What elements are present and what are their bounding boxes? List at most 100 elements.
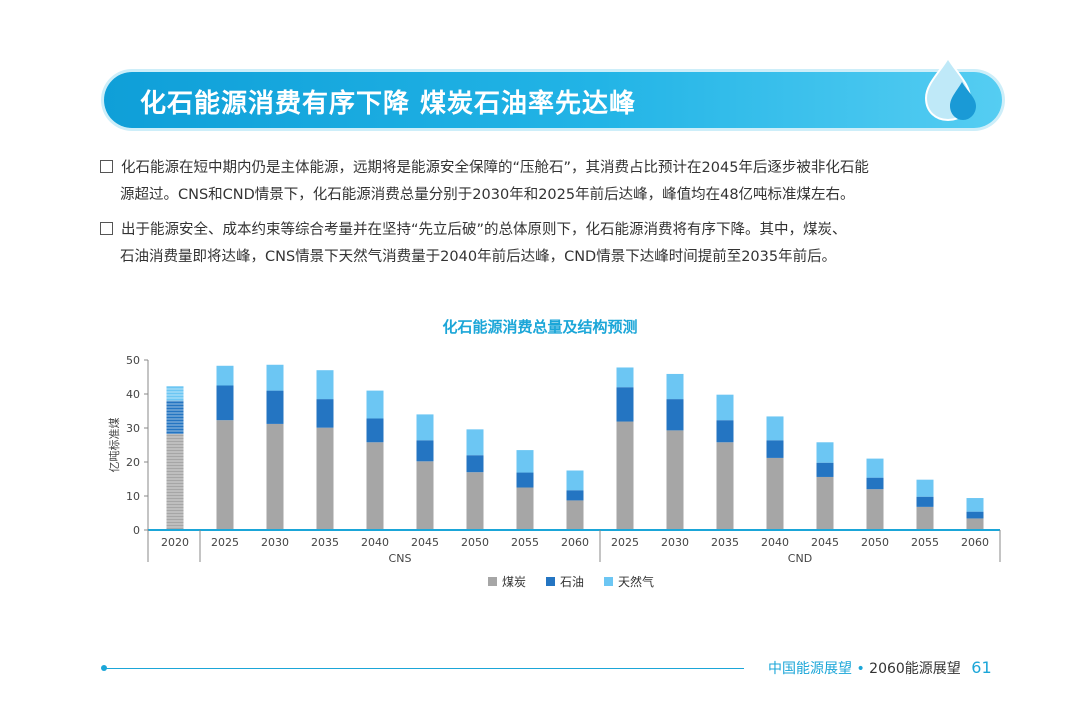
x-tick-label: 2050 [861, 536, 889, 549]
bar-segment-石油 [816, 462, 834, 477]
bar-segment-天然气 [716, 394, 734, 421]
bar-segment-煤炭 [916, 506, 934, 530]
y-tick-label: 10 [126, 490, 140, 503]
bar-segment-天然气 [316, 370, 334, 400]
bar-segment-煤炭 [216, 420, 234, 530]
x-tick-label: 2030 [261, 536, 289, 549]
bar-segment-煤炭 [516, 487, 534, 530]
legend-label-煤炭: 煤炭 [502, 575, 526, 589]
bar-segment-石油 [416, 440, 434, 462]
bar-segment-石油 [316, 399, 334, 428]
bar-segment-煤炭 [416, 461, 434, 530]
footer-rule [104, 668, 744, 669]
bar-segment-石油 [866, 477, 884, 490]
footer-separator: • [856, 661, 865, 677]
y-tick-label: 30 [126, 422, 140, 435]
y-tick-label: 0 [133, 524, 140, 537]
bar-segment-煤炭 [866, 489, 884, 530]
x-tick-label: 2025 [211, 536, 239, 549]
paragraph-2: 出于能源安全、成本约束等综合考量并在坚持“先立后破”的总体原则下，化石能源消费将… [100, 217, 1020, 271]
bar-segment-石油 [616, 387, 634, 422]
legend-swatch-煤炭 [488, 577, 497, 586]
x-tick-label: 2020 [161, 536, 189, 549]
x-tick-label: 2045 [411, 536, 439, 549]
legend-label-石油: 石油 [560, 575, 584, 589]
x-tick-label: 2040 [361, 536, 389, 549]
bar-segment-煤炭 [466, 472, 484, 530]
x-tick-label: 2030 [661, 536, 689, 549]
bar-hatch-overlay [166, 400, 184, 434]
bar-segment-煤炭 [766, 457, 784, 530]
x-tick-label: 2050 [461, 536, 489, 549]
y-tick-label: 40 [126, 388, 140, 401]
title-banner [104, 72, 1002, 128]
bar-segment-煤炭 [566, 500, 584, 530]
bar-segment-石油 [966, 511, 984, 519]
paragraph-2-line-2: 石油消费量即将达峰，CNS情景下天然气消费量于2040年前后达峰，CND情景下达… [120, 249, 837, 265]
bullet-box-icon [100, 160, 113, 173]
bar-segment-天然气 [366, 390, 384, 419]
y-tick-label: 20 [126, 456, 140, 469]
legend-swatch-天然气 [604, 577, 613, 586]
bar-segment-石油 [366, 418, 384, 443]
footer-publisher: 中国能源展望 [768, 661, 852, 677]
bar-segment-石油 [266, 390, 284, 424]
bar-segment-石油 [466, 455, 484, 473]
x-tick-label: 2045 [811, 536, 839, 549]
bar-segment-石油 [216, 385, 234, 421]
y-tick-label: 50 [126, 354, 140, 367]
paragraph-1: 化石能源在短中期内仍是主体能源，远期将是能源安全保障的“压舱石”，其消费占比预计… [100, 155, 1020, 209]
bar-segment-天然气 [216, 365, 234, 386]
bar-segment-煤炭 [316, 427, 334, 530]
bar-segment-天然气 [916, 479, 934, 497]
bar-segment-煤炭 [816, 476, 834, 530]
bar-segment-天然气 [516, 450, 534, 473]
bar-hatch-overlay [166, 433, 184, 530]
legend-swatch-石油 [546, 577, 555, 586]
page-title: 化石能源消费有序下降 煤炭石油率先达峰 [140, 89, 637, 119]
bar-segment-天然气 [866, 458, 884, 478]
x-tick-label: 2035 [711, 536, 739, 549]
bar-segment-天然气 [566, 470, 584, 491]
bar-segment-煤炭 [966, 518, 984, 530]
bar-segment-天然气 [666, 373, 684, 400]
footer: 中国能源展望 • 2060能源展望 61 [768, 658, 992, 678]
bullet-box-icon [100, 222, 113, 235]
paragraph-1-line-1: 化石能源在短中期内仍是主体能源，远期将是能源安全保障的“压舱石”，其消费占比预计… [121, 160, 869, 176]
bar-segment-石油 [566, 490, 584, 501]
bar-hatch-overlay [166, 386, 184, 401]
bar-segment-煤炭 [616, 421, 634, 530]
footer-report: 2060能源展望 [869, 661, 961, 677]
bar-segment-石油 [916, 496, 934, 507]
legend-label-天然气: 天然气 [618, 574, 654, 589]
bar-segment-煤炭 [266, 423, 284, 530]
chart-title: 化石能源消费总量及结构预测 [442, 318, 638, 336]
bar-segment-天然气 [766, 416, 784, 441]
x-tick-label: 2025 [611, 536, 639, 549]
x-tick-label: 2060 [561, 536, 589, 549]
bar-segment-石油 [516, 472, 534, 488]
bar-segment-煤炭 [366, 442, 384, 530]
x-tick-label: 2055 [511, 536, 539, 549]
bar-segment-石油 [716, 420, 734, 443]
x-tick-label: 2035 [311, 536, 339, 549]
bar-segment-天然气 [466, 429, 484, 456]
bar-segment-石油 [766, 440, 784, 458]
bar-segment-天然气 [816, 442, 834, 463]
x-tick-label: 2055 [911, 536, 939, 549]
bar-segment-天然气 [266, 364, 284, 391]
page-number: 61 [971, 658, 992, 677]
x-tick-label: 2040 [761, 536, 789, 549]
bar-segment-煤炭 [666, 430, 684, 530]
bar-segment-石油 [666, 399, 684, 431]
x-tick-label: 2060 [961, 536, 989, 549]
paragraph-1-line-2: 源超过。CNS和CND情景下，化石能源消费总量分别于2030年和2025年前后达… [120, 187, 855, 203]
bar-segment-天然气 [416, 414, 434, 441]
y-axis-label: 亿吨标准煤 [107, 418, 121, 473]
bar-segment-天然气 [616, 367, 634, 388]
bar-segment-煤炭 [716, 442, 734, 530]
group-label-CNS: CNS [389, 552, 412, 565]
paragraph-2-line-1: 出于能源安全、成本约束等综合考量并在坚持“先立后破”的总体原则下，化石能源消费将… [121, 222, 847, 238]
water-drop-icon [924, 56, 976, 122]
